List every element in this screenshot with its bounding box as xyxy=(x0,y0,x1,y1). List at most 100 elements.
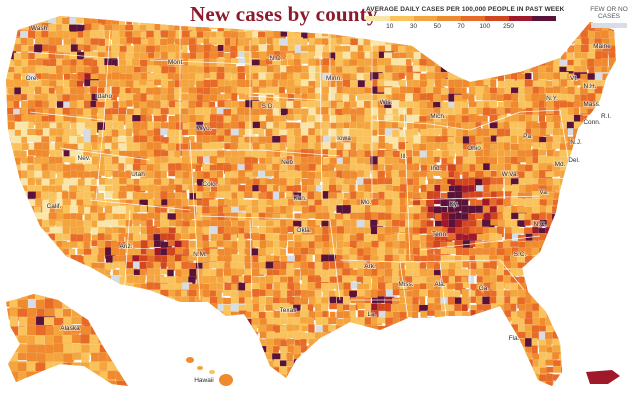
county-cell xyxy=(608,129,616,136)
county-cell xyxy=(622,388,636,402)
county-cell xyxy=(588,311,597,318)
county-cell xyxy=(364,352,374,363)
county-cell xyxy=(413,353,428,363)
county-cell xyxy=(231,366,239,373)
county-cell xyxy=(623,114,635,121)
county-cell xyxy=(217,360,227,372)
county-cell xyxy=(503,373,515,382)
county-cell xyxy=(6,205,10,213)
county-cell xyxy=(13,275,27,282)
county-cell xyxy=(615,317,616,329)
county-cell xyxy=(567,255,575,264)
county-cell xyxy=(343,353,352,366)
county-cell xyxy=(391,366,407,376)
county-cell xyxy=(517,44,531,53)
county-cell xyxy=(609,290,616,303)
county-cell xyxy=(118,233,125,243)
county-cell xyxy=(517,373,526,381)
county-cell xyxy=(237,380,254,386)
county-cell xyxy=(356,360,367,373)
county-cell xyxy=(587,331,597,346)
county-cell xyxy=(413,381,428,386)
county-cell xyxy=(28,219,35,230)
county-cell xyxy=(13,262,26,273)
county-cell xyxy=(420,366,434,378)
county-cell xyxy=(342,331,352,345)
county-cell xyxy=(623,339,638,349)
county-cell xyxy=(6,16,10,28)
county-cell xyxy=(406,30,415,44)
county-cell xyxy=(182,184,189,191)
county-cell xyxy=(76,122,86,129)
county-cell xyxy=(581,269,590,281)
county-cell xyxy=(419,65,427,72)
county-cell xyxy=(524,275,537,288)
county-cell xyxy=(566,325,578,339)
county-cell xyxy=(610,388,617,399)
county-cell xyxy=(524,37,538,51)
county-cell xyxy=(566,295,578,310)
county-cell xyxy=(391,360,399,369)
county-cell xyxy=(573,234,587,249)
county-cell xyxy=(581,323,595,337)
county-cell xyxy=(559,332,573,340)
county-cell xyxy=(581,346,595,354)
county-cell xyxy=(364,345,375,354)
county-cell xyxy=(182,366,190,377)
county-cell xyxy=(587,192,598,204)
county-cell xyxy=(566,191,578,198)
county-cell xyxy=(581,184,590,193)
county-cell xyxy=(139,289,156,302)
county-cell xyxy=(14,184,21,194)
county-cell xyxy=(223,93,232,100)
county-cell xyxy=(448,359,463,372)
county-cell xyxy=(609,163,616,174)
county-cell xyxy=(544,37,552,48)
county-cell xyxy=(377,380,390,386)
county-cell xyxy=(231,92,238,102)
county-cell xyxy=(419,360,429,368)
county-cell xyxy=(447,317,460,326)
county-cell xyxy=(147,325,156,337)
county-cell xyxy=(580,255,589,269)
county-cell xyxy=(286,205,293,215)
county-cell xyxy=(258,374,266,382)
county-cell xyxy=(566,267,574,276)
county-cell xyxy=(174,332,185,343)
county-cell xyxy=(425,345,438,353)
county-cell xyxy=(503,359,514,366)
county-cell xyxy=(89,298,104,308)
county-cell xyxy=(62,254,70,268)
county-cell xyxy=(412,339,424,351)
county-cell xyxy=(552,37,565,44)
county-cell xyxy=(448,31,464,43)
county-cell xyxy=(608,93,616,104)
county-cell xyxy=(419,373,431,380)
county-cell xyxy=(448,373,456,383)
county-cell xyxy=(97,275,108,285)
county-cell xyxy=(364,337,373,347)
county-cell xyxy=(609,352,616,365)
county-cell xyxy=(6,226,7,238)
county-cell xyxy=(301,360,312,367)
county-cell xyxy=(552,227,559,236)
county-cell xyxy=(13,254,23,265)
county-cell xyxy=(28,381,42,386)
county-cell xyxy=(175,366,188,375)
county-cell xyxy=(595,303,608,314)
county-cell xyxy=(566,239,577,252)
county-cell xyxy=(602,387,615,394)
county-cell xyxy=(448,352,462,367)
county-cell xyxy=(412,360,428,372)
county-cell xyxy=(336,157,343,165)
county-cell xyxy=(349,380,365,386)
county-cell xyxy=(377,351,390,364)
county-cell xyxy=(230,311,240,319)
county-cell xyxy=(561,387,571,394)
county-cell xyxy=(517,37,533,47)
county-cell xyxy=(601,360,616,369)
county-cell xyxy=(273,220,281,227)
county-cell xyxy=(377,367,390,380)
county-cell xyxy=(76,304,92,315)
county-cell xyxy=(601,324,616,335)
